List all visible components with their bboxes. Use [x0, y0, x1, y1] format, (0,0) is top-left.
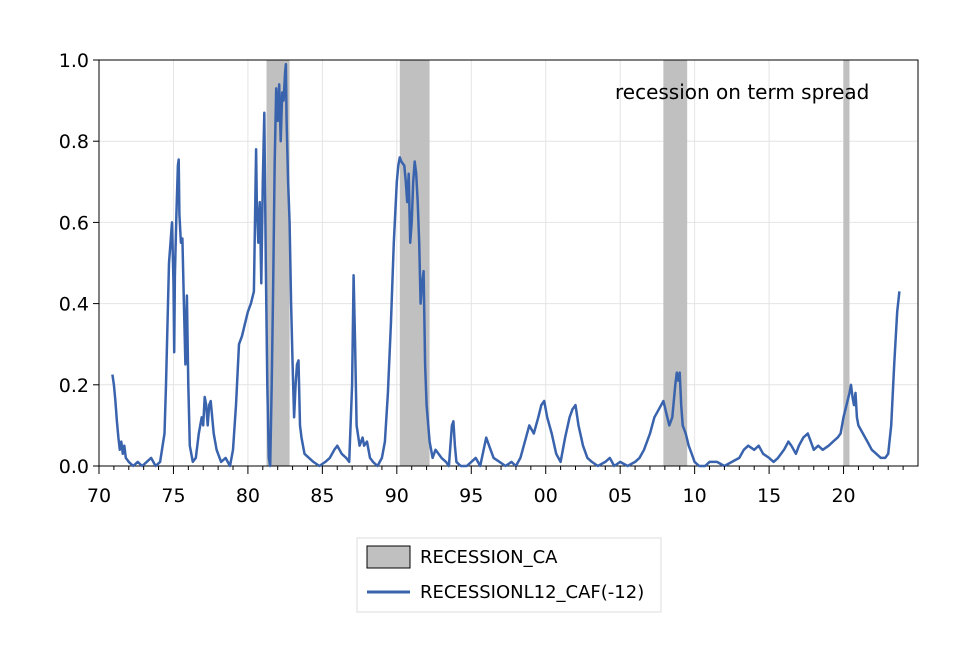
x-tick-label-10: 20 [831, 485, 855, 507]
plot-frame [98, 59, 919, 467]
x-tick-label-5: 95 [459, 485, 483, 507]
x-tick-label-0: 70 [87, 485, 111, 507]
grid [99, 60, 918, 466]
x-tick-label-2: 80 [236, 485, 260, 507]
y-tick-label-1: 0.2 [59, 375, 89, 397]
x-tick-label-8: 10 [683, 485, 707, 507]
x-tick-label-6: 00 [534, 485, 558, 507]
y-tick-label-4: 0.8 [59, 131, 89, 153]
y-tick-label-3: 0.6 [59, 212, 89, 234]
recession-band-2 [663, 60, 688, 466]
x-tick-label-9: 15 [757, 485, 781, 507]
axis-ticks: 0.0 0.2 0.4 0.6 0.8 1.0 70 75 80 85 90 95 00 05 10 15 20 [59, 50, 904, 507]
series-line-recessionl12-caf [111, 62, 901, 468]
y-tick-label-2: 0.4 [59, 294, 89, 316]
x-tick-label-1: 75 [161, 485, 185, 507]
legend-swatch-recession-ca [366, 545, 411, 569]
x-tick-label-4: 90 [385, 485, 409, 507]
recession-band-1 [399, 60, 430, 466]
recession-bands [266, 60, 850, 466]
x-tick-label-3: 85 [310, 485, 334, 507]
chart-annotation: recession on term spread [615, 80, 869, 104]
recession-band-3 [843, 60, 850, 466]
legend-label-recession-ca: RECESSION_CA [420, 547, 558, 568]
x-tick-label-7: 05 [608, 485, 632, 507]
y-tick-label-0: 0.0 [59, 456, 89, 478]
y-tick-label-5: 1.0 [59, 50, 89, 72]
legend-label-recessionl12-caf: RECESSIONL12_CAF(-12) [420, 582, 644, 603]
legend: RECESSION_CA RECESSIONL12_CAF(-12) [356, 537, 662, 613]
